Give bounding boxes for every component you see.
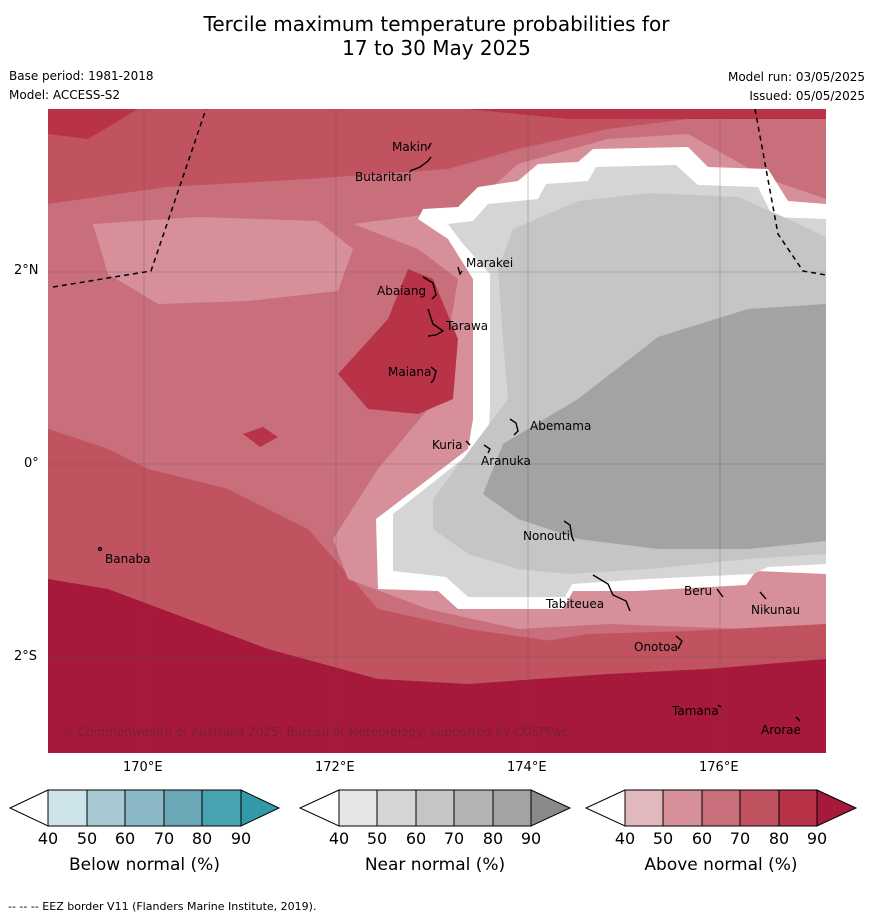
colorbar-below-label: Below normal (%) xyxy=(69,855,220,875)
place-beru: Beru xyxy=(684,584,712,598)
lon-label-170e: 170°E xyxy=(123,760,163,775)
cb-below-tick-40: 40 xyxy=(37,829,59,848)
place-maiana: Maiana xyxy=(388,365,431,379)
lon-label-176e: 176°E xyxy=(699,760,739,775)
lon-label-172e: 172°E xyxy=(315,760,355,775)
place-makin: Makin xyxy=(392,140,428,154)
lon-label-174e: 174°E xyxy=(507,760,547,775)
place-tabiteuea: Tabiteuea xyxy=(545,597,604,611)
eez-border xyxy=(52,109,826,288)
lat-label-2n: 2°N xyxy=(14,263,39,278)
band-above-90-tarawa xyxy=(338,269,458,414)
band-above-60-west xyxy=(93,217,353,304)
colorbar-near-label: Near normal (%) xyxy=(364,855,506,875)
cb-near-tick-40: 40 xyxy=(328,829,350,848)
model-run: Model run: 03/05/2025 xyxy=(727,70,865,84)
place-aranuka: Aranuka xyxy=(481,454,531,468)
cb-below-tick-60: 60 xyxy=(114,829,136,848)
base-period: Base period: 1981-2018 xyxy=(9,69,154,83)
cb-above-tick-60: 60 xyxy=(691,829,713,848)
cb-near-tick-90: 90 xyxy=(520,829,542,848)
place-onotoa: Onotoa xyxy=(634,640,678,654)
cb-below-tick-80: 80 xyxy=(191,829,213,848)
copyright-notice: © Commonwealth of Australia 2025, Bureau… xyxy=(62,725,567,739)
cb-near-tick-50: 50 xyxy=(366,829,388,848)
place-tamana: Tamana xyxy=(671,704,719,718)
place-kuria: Kuria xyxy=(432,438,463,452)
place-nikunau: Nikunau xyxy=(751,603,800,617)
probability-map: Makin Butaritari Marakei Abaiang Tarawa … xyxy=(48,109,826,753)
cb-near-tick-70: 70 xyxy=(443,829,465,848)
place-abemama: Abemama xyxy=(530,419,591,433)
cb-below-tick-90: 90 xyxy=(230,829,252,848)
place-tarawa: Tarawa xyxy=(445,319,488,333)
cb-near-tick-80: 80 xyxy=(482,829,504,848)
title-line-2: 17 to 30 May 2025 xyxy=(342,36,531,60)
place-abaiang: Abaiang xyxy=(377,284,426,298)
place-banaba: Banaba xyxy=(105,552,151,566)
band-above-90-south xyxy=(48,579,826,753)
place-marakei: Marakei xyxy=(466,256,513,270)
eez-legend-footer: -- -- -- EEZ border V11 (Flanders Marine… xyxy=(8,900,317,913)
cb-above-tick-90: 90 xyxy=(806,829,828,848)
band-above-80-southwest xyxy=(48,429,378,629)
lat-label-0: 0° xyxy=(24,456,39,471)
model-name: Model: ACCESS-S2 xyxy=(9,88,121,102)
place-arorae: Arorae xyxy=(761,723,801,737)
band-above-90-north xyxy=(48,109,826,139)
band-above-90-small xyxy=(243,427,278,447)
cb-above-tick-70: 70 xyxy=(729,829,751,848)
colorbars xyxy=(8,789,858,827)
lat-label-2s: 2°S xyxy=(14,649,38,664)
cb-below-tick-70: 70 xyxy=(153,829,175,848)
band-near-80 xyxy=(483,304,826,549)
colorbar-below xyxy=(8,789,281,827)
island-outlines xyxy=(97,142,801,722)
place-butaritari: Butaritari xyxy=(355,170,412,184)
cb-below-tick-50: 50 xyxy=(76,829,98,848)
title-line-1: Tercile maximum temperature probabilitie… xyxy=(203,12,670,36)
chart-title: Tercile maximum temperature probabilitie… xyxy=(0,12,873,60)
issued-date: Issued: 05/05/2025 xyxy=(749,89,865,103)
cb-above-tick-80: 80 xyxy=(768,829,790,848)
cb-above-tick-40: 40 xyxy=(614,829,636,848)
cb-above-tick-50: 50 xyxy=(652,829,674,848)
colorbar-near xyxy=(298,789,572,827)
map-svg: Makin Butaritari Marakei Abaiang Tarawa … xyxy=(48,109,826,753)
colorbar-above-label: Above normal (%) xyxy=(644,855,798,875)
cb-near-tick-60: 60 xyxy=(405,829,427,848)
place-nonouti: Nonouti xyxy=(523,529,570,543)
colorbar-above xyxy=(584,789,858,827)
graticule xyxy=(48,109,826,753)
